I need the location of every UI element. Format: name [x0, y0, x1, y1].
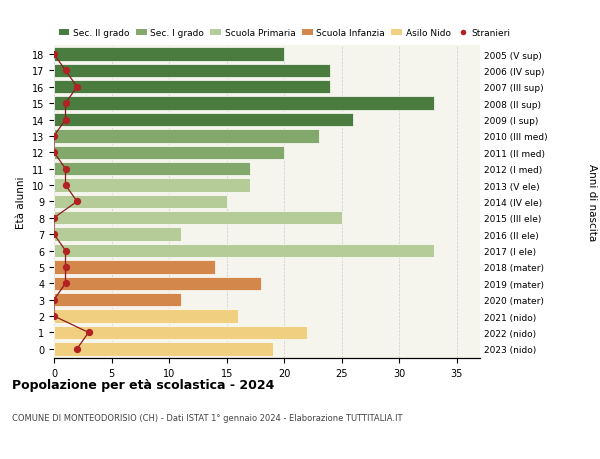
Bar: [54, 195, 227, 209]
Point: [61, 100, 70, 107]
Point: [61, 166, 70, 173]
Point: [49, 51, 59, 59]
Bar: [54, 261, 215, 274]
Bar: [54, 277, 261, 291]
Bar: [54, 162, 250, 176]
Bar: [54, 293, 181, 307]
Point: [84, 329, 94, 336]
Bar: [54, 81, 331, 94]
Point: [61, 67, 70, 75]
Bar: [54, 146, 284, 160]
Point: [61, 247, 70, 255]
Text: Anni di nascita: Anni di nascita: [587, 163, 597, 241]
Point: [72, 345, 82, 353]
Point: [49, 215, 59, 222]
Point: [61, 117, 70, 124]
Bar: [54, 97, 434, 111]
Point: [72, 84, 82, 91]
Point: [61, 263, 70, 271]
Text: Popolazione per età scolastica - 2024: Popolazione per età scolastica - 2024: [12, 379, 274, 392]
Bar: [54, 48, 284, 62]
Point: [49, 149, 59, 157]
Text: COMUNE DI MONTEODORISIO (CH) - Dati ISTAT 1° gennaio 2024 - Elaborazione TUTTITA: COMUNE DI MONTEODORISIO (CH) - Dati ISTA…: [12, 413, 403, 422]
Bar: [54, 130, 319, 143]
Point: [61, 280, 70, 287]
Legend: Sec. II grado, Sec. I grado, Scuola Primaria, Scuola Infanzia, Asilo Nido, Stran: Sec. II grado, Sec. I grado, Scuola Prim…: [59, 29, 511, 38]
Point: [61, 182, 70, 189]
Y-axis label: Età alunni: Età alunni: [16, 176, 26, 228]
Bar: [54, 179, 250, 192]
Bar: [54, 326, 307, 339]
Point: [72, 198, 82, 206]
Point: [49, 313, 59, 320]
Point: [49, 133, 59, 140]
Bar: [54, 113, 353, 127]
Bar: [54, 342, 273, 356]
Bar: [54, 212, 342, 225]
Bar: [54, 65, 331, 78]
Bar: [54, 244, 434, 257]
Point: [49, 231, 59, 238]
Bar: [54, 310, 238, 323]
Point: [49, 297, 59, 304]
Bar: [54, 228, 181, 241]
